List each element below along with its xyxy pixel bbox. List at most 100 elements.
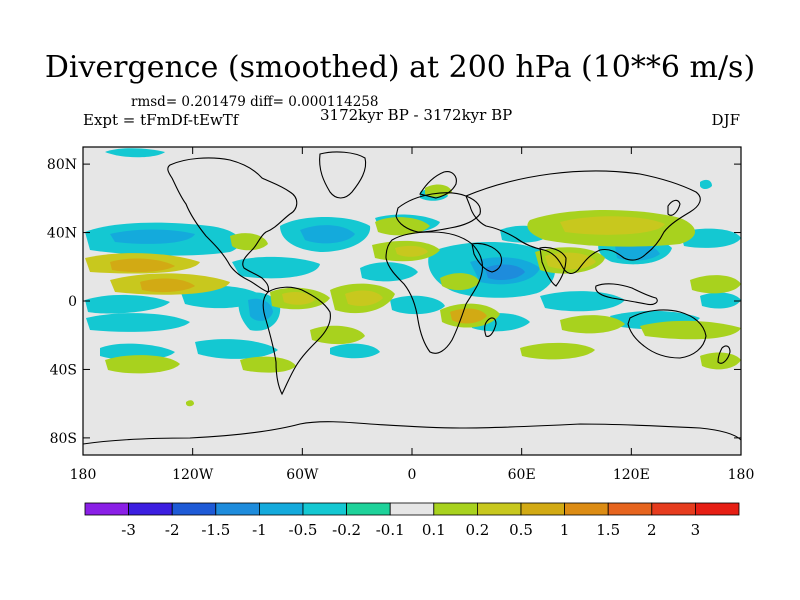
pos-patch [450, 308, 487, 324]
coastline-south-america [262, 286, 331, 396]
lat-tick-label: 0 [68, 294, 77, 310]
neg-patch [195, 339, 278, 359]
colorbar-label: 2 [647, 521, 657, 539]
colorbar-swatch [607, 502, 653, 516]
colorbar-swatch [476, 502, 522, 516]
lon-tick-label: 60W [286, 467, 319, 483]
neg-patch [248, 298, 273, 321]
pos-patch [690, 275, 741, 294]
colorbar-label: 0.2 [465, 521, 489, 539]
lon-tick-label: 120E [613, 467, 650, 483]
neg-patch [330, 343, 380, 359]
colorbar-label: -1 [252, 521, 267, 539]
pos-patch [282, 292, 315, 305]
pos-patch [105, 355, 180, 374]
coastline-greenland [319, 151, 367, 199]
pos-patch [440, 273, 480, 291]
coastline-north-america [167, 157, 298, 293]
coastlines [83, 151, 741, 445]
colorbar-label: 3 [691, 521, 701, 539]
coastline-madagascar [484, 317, 497, 337]
coastline-arabia [471, 242, 503, 273]
neg-patch [390, 295, 445, 315]
pos-patch [560, 216, 665, 235]
neg-patch [700, 292, 741, 309]
period-label: 3172kyr BP - 3172kyr BP [320, 106, 513, 124]
lat-tick-label: 80S [50, 431, 77, 447]
colorbar-label: -1.5 [201, 521, 230, 539]
colorbar-swatch [171, 502, 217, 516]
colorbar-label: 1.5 [596, 521, 620, 539]
longitude-axis: 180 120W 60W 0 60E 120E 180 [70, 147, 755, 483]
coastline-australia [627, 309, 707, 359]
season-label: DJF [711, 111, 740, 129]
experiment-label: Expt = tFmDf-tEwTf [83, 111, 239, 129]
neg-patch [615, 243, 660, 261]
colorbar-swatch [84, 502, 129, 516]
pos-patch [310, 325, 365, 345]
colorbar-swatch [564, 502, 609, 516]
stats-text: rmsd= 0.201479 diff= 0.000114258 [131, 94, 379, 110]
colorbar-label: -0.5 [289, 521, 318, 539]
colorbar-swatch [128, 502, 173, 516]
latitude-axis: 80N 40N 0 40S 80S [47, 157, 741, 447]
colorbar-label: -0.1 [376, 521, 405, 539]
neg-patch [300, 225, 355, 244]
colorbar-label: 0.5 [509, 521, 533, 539]
neg-patch [110, 229, 195, 244]
coastline-antarctica [83, 421, 741, 445]
pos-patch [345, 290, 383, 306]
pos-patch [640, 320, 741, 340]
neg-patch [105, 148, 165, 158]
neg-patch [700, 179, 712, 189]
lon-tick-label: 180 [728, 467, 755, 483]
pos-patch [520, 342, 595, 360]
lon-tick-label: 0 [408, 467, 417, 483]
pos-patch [560, 315, 625, 334]
colorbar: -3 -2 -1.5 -1 -0.5 -0.2 -0.1 0.1 0.2 0.5 1 1.5 2 3 [84, 502, 740, 539]
colorbar-swatch [258, 502, 304, 516]
colorbar-swatch [433, 502, 478, 516]
colorbar-label: 0.1 [422, 521, 446, 539]
coastline-scandinavia [419, 171, 457, 199]
pos-patch [230, 233, 268, 251]
colorbar-label: 1 [560, 521, 570, 539]
lon-tick-label: 60E [508, 467, 536, 483]
pos-patch [140, 278, 195, 293]
lon-tick-label: 120W [172, 467, 214, 483]
pos-patch [110, 258, 175, 273]
coastline-africa [385, 231, 484, 354]
chart-title: Divergence (smoothed) at 200 hPa (10**6 … [44, 50, 756, 85]
coastline-japan [667, 199, 681, 216]
colorbar-swatch [695, 502, 740, 516]
coastline-europe [395, 192, 481, 233]
divergence-field [85, 148, 741, 407]
colorbar-swatch [520, 502, 565, 516]
colorbar-label: -3 [121, 521, 136, 539]
colorbar-swatch [651, 502, 696, 516]
lat-tick-label: 40S [50, 362, 77, 378]
pos-patch [240, 356, 296, 373]
pos-patch [545, 252, 596, 270]
neg-patch [86, 313, 190, 332]
lat-tick-label: 40N [47, 226, 77, 242]
neg-patch [680, 228, 741, 248]
coastline-india [539, 246, 567, 287]
colorbar-label: -0.2 [332, 521, 361, 539]
lat-tick-label: 80N [47, 157, 77, 173]
coastline-asia [465, 170, 701, 275]
colorbar-swatch [389, 502, 435, 516]
lon-tick-label: 180 [70, 467, 97, 483]
pos-patch [375, 217, 430, 236]
neg-patch [85, 294, 170, 314]
pos-patch [395, 245, 428, 257]
neg-patch [360, 262, 418, 282]
colorbar-swatch [215, 502, 260, 516]
neg-patch [485, 264, 525, 280]
pos-patch [186, 400, 194, 407]
coastline-indonesia [595, 283, 658, 306]
pos-patch [700, 352, 741, 370]
colorbar-label: -2 [165, 521, 180, 539]
colorbar-swatch [346, 502, 391, 516]
